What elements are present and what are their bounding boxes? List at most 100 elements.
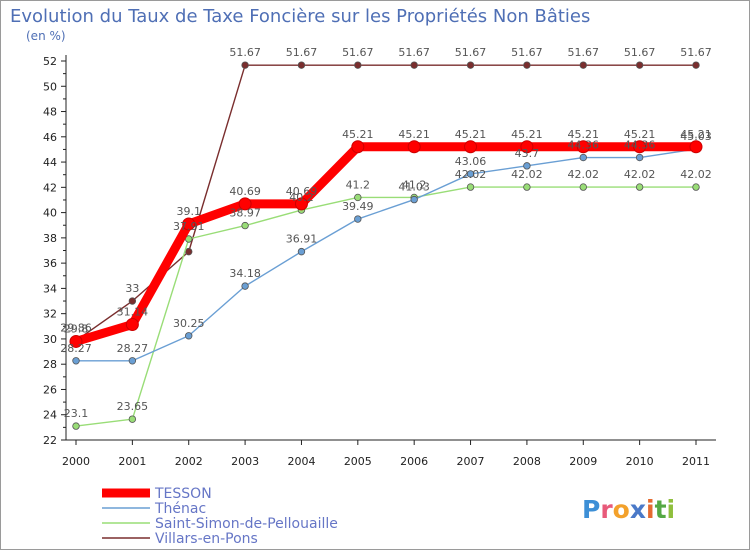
data-label: 29.8	[64, 322, 89, 335]
data-point	[520, 140, 534, 154]
x-tick-label: 2004	[287, 455, 315, 468]
data-point	[466, 183, 475, 191]
y-tick-label: 32	[43, 308, 57, 321]
data-label: 45.21	[455, 128, 487, 141]
data-point	[689, 140, 703, 154]
data-point	[297, 247, 306, 256]
data-point	[523, 162, 531, 170]
proxiti-logo: Proxiti	[582, 495, 675, 524]
x-tick-label: 2001	[118, 455, 146, 468]
data-point	[579, 61, 587, 69]
data-point	[238, 197, 252, 211]
data-label: 43.06	[455, 155, 487, 168]
data-label: 51.67	[568, 46, 600, 59]
y-tick-label: 22	[43, 434, 57, 447]
y-tick-label: 34	[43, 282, 57, 295]
data-point	[466, 170, 475, 178]
data-point	[72, 422, 80, 430]
data-label: 42.02	[624, 168, 656, 181]
data-label: 45.21	[511, 128, 543, 141]
x-tick-label: 2008	[513, 455, 541, 468]
data-point	[182, 217, 196, 231]
data-label: 51.67	[455, 46, 487, 59]
y-tick-label: 52	[43, 55, 57, 68]
data-point	[410, 195, 418, 204]
x-tick-label: 2005	[344, 455, 372, 468]
data-point	[635, 183, 644, 191]
data-label: 42.02	[568, 168, 600, 181]
data-label: 30.25	[173, 317, 205, 330]
y-tick-label: 50	[43, 80, 57, 93]
data-point	[72, 357, 80, 365]
data-label: 45.21	[680, 128, 712, 141]
data-point	[125, 318, 139, 332]
data-point	[241, 61, 249, 69]
y-tick-label: 28	[43, 358, 57, 371]
data-label: 28.27	[60, 342, 92, 355]
data-label: 51.67	[342, 46, 374, 59]
y-tick-label: 26	[43, 383, 57, 396]
y-tick-label: 36	[43, 257, 57, 270]
data-label: 29.86	[60, 322, 92, 335]
legend-entry: Villars-en-Pons	[155, 531, 258, 547]
legend-entry: Thénac	[154, 501, 206, 517]
data-point	[354, 193, 362, 202]
data-label: 42.02	[680, 168, 712, 181]
x-tick-label: 2000	[62, 455, 90, 468]
series-line	[75, 148, 697, 362]
data-label: 40.69	[229, 185, 261, 198]
series-line	[75, 64, 697, 342]
x-tick-label: 2011	[682, 455, 710, 468]
series-line	[75, 186, 697, 427]
data-point	[241, 221, 249, 230]
series-line	[71, 142, 701, 346]
data-label: 39.1	[176, 205, 201, 218]
data-label: 41.2	[346, 178, 371, 191]
data-point	[466, 61, 475, 69]
data-label: 31.14	[117, 306, 149, 319]
data-point	[407, 140, 421, 154]
data-point	[410, 61, 418, 69]
y-tick-label: 44	[43, 156, 57, 169]
data-point	[128, 297, 137, 305]
data-point	[579, 183, 587, 191]
data-label: 45.21	[342, 128, 374, 141]
data-label: 43.7	[515, 147, 540, 160]
y-axis-unit-label: (en %)	[26, 29, 66, 43]
data-point	[464, 140, 478, 154]
data-point	[69, 334, 83, 348]
data-label: 37.91	[173, 220, 205, 233]
data-label: 51.67	[624, 46, 656, 59]
data-point	[185, 247, 193, 256]
legend-entry: Saint-Simon-de-Pellouaille	[155, 516, 338, 532]
data-label: 41.2	[402, 178, 427, 191]
data-label: 51.67	[286, 46, 318, 59]
data-point	[351, 140, 365, 154]
data-point	[128, 415, 137, 423]
data-labels: 29.86 33 51.67 51.67 51.67 51.67 51.67 51.67 51.…	[60, 46, 712, 420]
data-label: 51.67	[229, 46, 261, 59]
data-point	[297, 61, 306, 69]
logo-text: Proxiti	[582, 495, 675, 524]
y-tick-label: 42	[43, 181, 57, 194]
data-label: 45.03	[680, 130, 712, 143]
data-point	[294, 197, 308, 211]
data-point	[523, 183, 531, 191]
y-tick-label: 46	[43, 131, 57, 144]
y-tick-label: 38	[43, 232, 57, 245]
data-label: 28.27	[117, 342, 149, 355]
y-tick-label: 48	[43, 106, 57, 119]
legend: TESSONThénacSaint-Simon-de-PellouailleVi…	[102, 486, 338, 547]
y-tick-label: 30	[43, 333, 57, 346]
chart-title: Evolution du Taux de Taxe Foncière sur l…	[10, 6, 590, 27]
x-tick-label: 2007	[457, 455, 485, 468]
data-point	[241, 282, 249, 290]
data-point	[523, 61, 531, 69]
data-label: 23.1	[64, 407, 89, 420]
data-label: 42.02	[455, 168, 487, 181]
x-tick-label: 2003	[231, 455, 259, 468]
x-tick-label: 2002	[175, 455, 203, 468]
data-point	[185, 332, 193, 340]
